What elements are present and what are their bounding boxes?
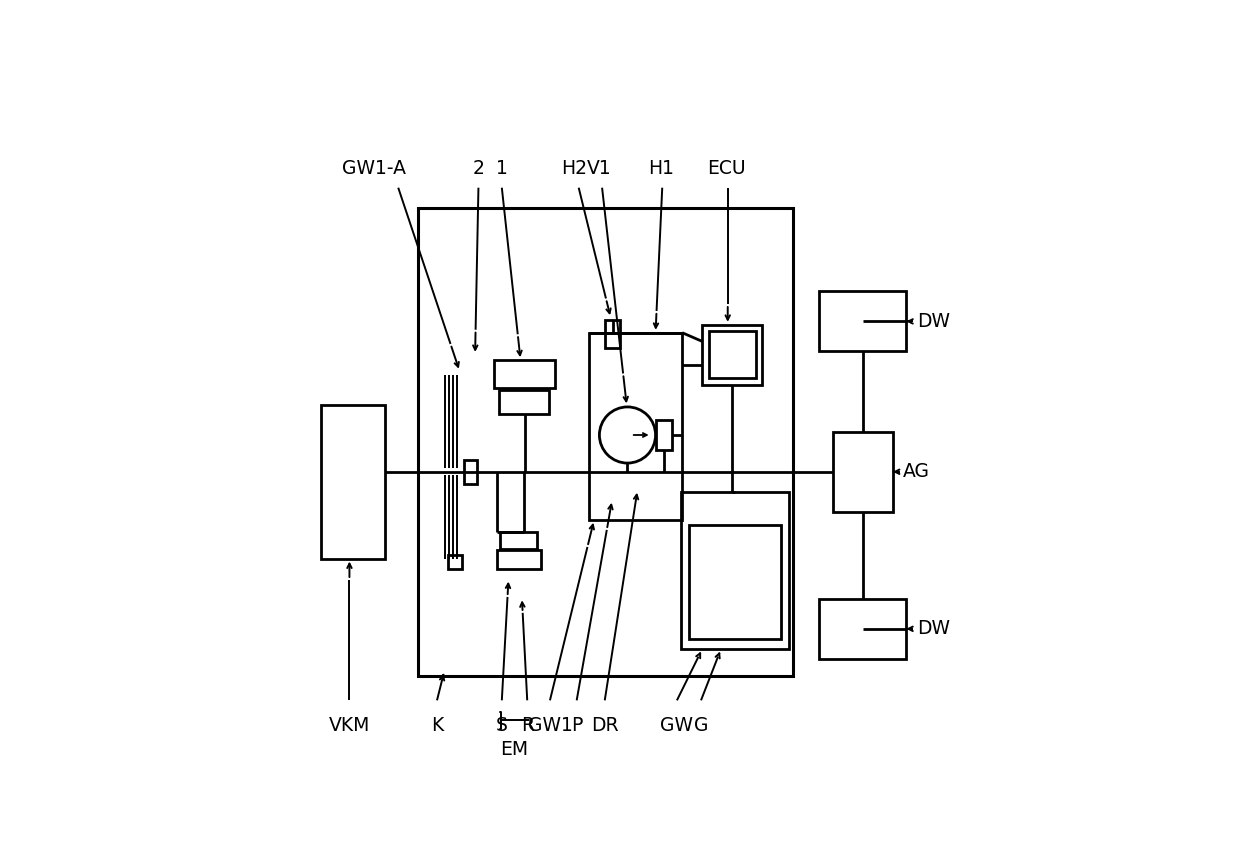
Bar <box>494 360 556 388</box>
Text: GW: GW <box>661 716 693 734</box>
Text: EM: EM <box>500 740 528 760</box>
Text: DR: DR <box>591 716 619 734</box>
Text: DW: DW <box>918 312 951 331</box>
Bar <box>418 207 792 675</box>
Bar <box>500 391 549 414</box>
Bar <box>820 292 906 352</box>
Bar <box>820 599 906 659</box>
Text: VKM: VKM <box>329 716 370 734</box>
Bar <box>501 532 537 549</box>
Text: DW: DW <box>918 620 951 638</box>
Text: H2: H2 <box>560 159 587 178</box>
Bar <box>681 492 789 649</box>
Bar <box>605 320 620 348</box>
Text: 1: 1 <box>496 159 507 178</box>
Text: K: K <box>430 716 443 734</box>
Bar <box>589 332 682 520</box>
Bar <box>464 460 477 483</box>
Text: R: R <box>521 716 533 734</box>
Bar <box>449 556 461 569</box>
Text: S: S <box>496 716 507 734</box>
Text: P: P <box>570 716 583 734</box>
Bar <box>702 325 763 385</box>
Bar <box>497 550 541 569</box>
Bar <box>833 431 893 512</box>
Bar <box>689 525 780 639</box>
Bar <box>321 404 384 559</box>
Text: GW1-A: GW1-A <box>341 159 405 178</box>
Text: GW1: GW1 <box>527 716 573 734</box>
Bar <box>656 420 672 450</box>
Text: H1: H1 <box>647 159 673 178</box>
Bar <box>709 332 756 378</box>
Text: 2: 2 <box>472 159 485 178</box>
Text: G: G <box>693 716 708 734</box>
Text: ECU: ECU <box>707 159 745 178</box>
Text: AG: AG <box>903 463 930 481</box>
Text: V1: V1 <box>587 159 611 178</box>
